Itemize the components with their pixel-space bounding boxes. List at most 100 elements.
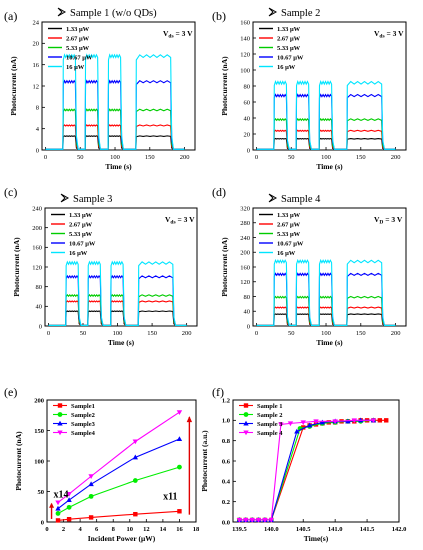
legend-label: 1.33 μW	[277, 212, 301, 219]
data-point	[294, 428, 300, 434]
ratio-annotation: x11	[163, 491, 177, 502]
y-tick-label: 0	[247, 147, 250, 154]
legend-label: Sample 3	[257, 421, 283, 428]
x-tick-label: 141.5	[360, 526, 375, 533]
x-tick-label: 0	[47, 330, 50, 337]
y-tick-label: 200	[240, 250, 250, 257]
y-tick-label: 40	[244, 115, 251, 122]
plot-frame	[46, 399, 197, 523]
arrow-bullet-icon	[60, 193, 70, 203]
panel-title: Sample 1 (w/o QDs)	[70, 8, 157, 19]
y-tick-label: 100	[240, 67, 250, 74]
y-tick-label: 0.4	[222, 479, 231, 486]
series-line	[256, 117, 396, 150]
x-tick-label: 50	[288, 154, 295, 161]
x-axis-label: Time (s)	[316, 338, 343, 347]
x-tick-label: 200	[182, 330, 192, 337]
panel-d: (d) Sample 4 0 50 100 150 200 0 40 80 120 160 200 240…	[212, 185, 407, 347]
data-point	[370, 418, 377, 424]
x-tick-label: 50	[77, 154, 84, 161]
panel-title: Sample 2	[281, 8, 320, 19]
x-tick-label: 6	[95, 526, 99, 533]
x-tick-label: 200	[180, 154, 190, 161]
x-tick-label: 150	[356, 330, 366, 337]
series-line	[48, 293, 187, 326]
legend-label: 5.33 μW	[277, 231, 301, 238]
y-axis-label: Photocurrent (nA)	[12, 237, 21, 297]
x-tick-label: 0	[255, 330, 258, 337]
y-tick-label: 80	[244, 294, 251, 301]
data-point	[255, 517, 262, 523]
x-axis-label: Incident Power (μW)	[88, 534, 156, 543]
series-line	[45, 53, 185, 150]
legend-label: 2.67 μW	[66, 36, 90, 43]
data-point	[57, 430, 63, 436]
data-point	[88, 481, 94, 487]
y-tick-label: 200	[32, 225, 42, 232]
data-point	[243, 517, 249, 523]
data-point	[66, 497, 72, 503]
y-tick-label: 1.0	[222, 418, 230, 425]
data-point	[66, 504, 72, 510]
bias-annotation: VD = 3 V	[374, 215, 403, 226]
data-point	[377, 418, 383, 423]
legend-label: 1.33 μW	[277, 26, 301, 33]
y-tick-label: 160	[32, 245, 42, 252]
x-axis-label: Time (s)	[316, 162, 343, 171]
legend-label: 16 μW	[277, 64, 296, 71]
series-line	[45, 79, 185, 150]
panel-label: (f)	[212, 385, 224, 399]
data-point	[177, 464, 182, 470]
data-point	[55, 505, 61, 511]
x-axis-label: Time(s)	[304, 534, 329, 543]
x-tick-label: 0	[45, 526, 48, 533]
legend-label: 16 μW	[69, 250, 88, 257]
data-point	[351, 418, 358, 424]
x-tick-label: 200	[391, 330, 401, 337]
y-tick-label: 0.6	[222, 458, 231, 465]
y-tick-label: 1.2	[222, 397, 230, 404]
data-point	[176, 436, 183, 442]
y-tick-label: 120	[32, 264, 42, 271]
series-line	[256, 272, 396, 326]
legend-label: Sample 2	[257, 412, 282, 419]
legend-label: Sample 4	[257, 430, 283, 437]
data-point	[268, 517, 275, 523]
x-tick-label: 141.0	[328, 526, 343, 533]
x-axis-label: Time (s)	[108, 338, 135, 347]
y-tick-label: 120	[240, 279, 250, 286]
data-point	[243, 403, 249, 408]
series-line	[256, 306, 396, 326]
data-point	[132, 454, 139, 460]
y-axis-label: Photocurrent (nA)	[220, 237, 229, 297]
bias-annotation: Vds = 3 V	[165, 215, 195, 226]
data-point	[384, 418, 389, 423]
y-tick-label: 0	[39, 323, 42, 330]
legend-label: Sample1	[71, 403, 95, 410]
y-tick-label: 80	[244, 83, 251, 90]
x-tick-label: 140.0	[264, 526, 279, 533]
data-point	[177, 509, 182, 514]
data-point	[278, 422, 284, 428]
x-tick-label: 2	[62, 526, 65, 533]
legend-label: 2.67 μW	[69, 222, 93, 229]
data-point	[287, 421, 294, 427]
y-tick-label: 0.0	[222, 519, 230, 526]
y-tick-label: 12	[33, 83, 40, 90]
data-point	[319, 419, 326, 425]
legend-label: 5.33 μW	[277, 45, 301, 52]
x-tick-label: 10	[127, 526, 134, 533]
series-line	[256, 295, 396, 326]
ratio-annotation: x14	[54, 490, 69, 501]
data-point	[66, 491, 72, 497]
data-point	[243, 420, 249, 426]
x-tick-label: 0	[255, 154, 258, 161]
y-tick-label: 320	[240, 205, 250, 212]
data-point	[300, 420, 306, 426]
legend-label: 10.67 μW	[66, 55, 93, 62]
y-tick-label: 160	[240, 19, 250, 26]
arrow-head-icon	[49, 502, 55, 508]
x-tick-label: 142.0	[392, 526, 407, 533]
data-point	[176, 410, 183, 415]
